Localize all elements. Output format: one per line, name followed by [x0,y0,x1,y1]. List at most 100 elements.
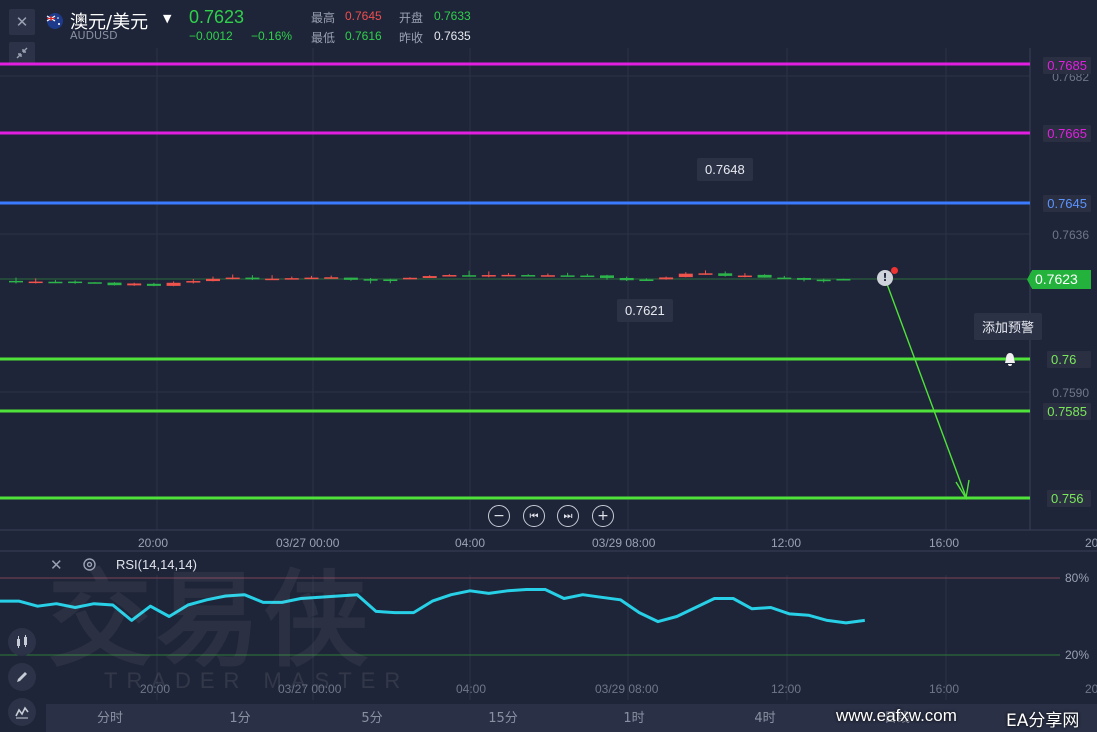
line-tag-0756[interactable]: 0.756 [1047,490,1091,507]
candle-body [166,282,181,286]
zoom-in-button[interactable]: + [592,505,614,527]
rsi-time-label: 03/29 08:00 [595,682,659,696]
candle-body [580,275,595,278]
candle-body [206,278,220,282]
candle-body [718,273,733,276]
rsi-upper-label: 80% [1064,571,1089,585]
high-label: 最高 [311,11,336,25]
pencil-icon [17,672,27,682]
candle-body [422,276,437,278]
candle-body [836,279,851,281]
candle-body [619,277,634,281]
minus-icon: − [493,508,505,524]
arrow-head [955,479,970,500]
candle-body [560,275,575,277]
skip-back-icon: ⏮ [529,510,539,522]
rsi-lower-label: 20% [1064,648,1089,662]
prev-close-label: 昨收 [399,31,424,45]
indicator-button[interactable] [8,698,36,726]
timeframe-tab[interactable]: 日线 [883,711,910,726]
candle-body [521,275,536,277]
candle-body [48,281,63,284]
candle-body [245,277,260,280]
skip-forward-icon: ⏭ [563,510,573,522]
zoom-out-button[interactable]: − [488,505,510,527]
candle-body [304,277,319,280]
add-alert-tooltip: 添加预警 [974,313,1043,340]
info-icon[interactable]: ! [877,270,893,286]
symbol-name[interactable]: 澳元/美元 [70,12,149,33]
timeframe-tab[interactable]: 分时 [96,711,123,726]
timeframe-bar [46,704,1097,732]
line-tag-07645[interactable]: 0.7645 [1043,195,1091,212]
collapse-button[interactable] [9,42,35,64]
price-change-pct: −0.16% [251,29,293,43]
rsi-line [0,588,865,625]
rsi-time-label: 03/27 00:00 [278,682,342,696]
scroll-start-button[interactable]: ⏮ [523,505,545,527]
price-axis-label: 0.7590 [1052,386,1089,400]
rsi-title: RSI(14,14,14) [116,557,197,572]
candle-body [343,277,358,280]
candle-body [462,275,477,277]
settings-icon[interactable] [82,557,97,576]
candle-body [28,281,43,284]
line-tag-0768[interactable]: 0.7685 [1043,57,1091,74]
current-price-tag: 0.7623 [1027,270,1091,289]
close-indicator-icon[interactable]: ✕ [50,556,63,574]
candle-type-button[interactable] [8,628,36,656]
timeframe-tab[interactable]: 4时 [754,711,776,726]
candle-body [698,273,713,275]
alert-dot [891,267,898,274]
time-axis-label: 12:00 [771,536,802,550]
timeframe-tab[interactable]: 15分 [488,711,518,726]
candle-body [107,282,122,286]
candle-body [403,277,417,280]
candle-body [600,275,614,278]
price-axis-label: 0.7636 [1052,228,1089,242]
candle-body [797,277,811,280]
line-tag-07665[interactable]: 0.7665 [1043,125,1091,142]
line-tag-076[interactable]: 0.76 [1047,351,1091,368]
candle-body [87,282,102,284]
timeframe-tab[interactable]: 1时 [623,711,645,726]
rsi-time-label: 04:00 [456,682,487,696]
candle-body [481,275,496,277]
close-icon: ✕ [15,13,29,31]
rsi-time-label: 20:00 [140,682,171,696]
candle-body [501,274,516,277]
price-change: −0.0012 [189,29,233,43]
trend-arrow [886,283,967,498]
candle-body [363,279,378,281]
timeframe-tab[interactable]: 5分 [361,711,383,726]
line-tag-07585[interactable]: 0.7585 [1043,403,1091,420]
close-button[interactable]: ✕ [9,9,35,35]
candle-body [284,278,299,280]
high-tooltip: 0.7648 [697,158,753,181]
chevron-down-icon[interactable]: ▼ [163,12,172,25]
scroll-end-button[interactable]: ⏭ [557,505,579,527]
bell-icon[interactable] [1001,351,1019,373]
site-name: EA分享网 [1006,711,1080,731]
header: ✕ 澳元/美元 ▼ AUDUSD 0.7623 −0.0012 −0.16% 最… [0,0,1097,64]
time-axis-label: 20 [1085,536,1097,550]
candle-body [757,274,772,278]
draw-button[interactable] [8,663,36,691]
rsi-time-label: 16:00 [929,682,960,696]
symbol-code: AUDUSD [70,29,118,42]
candle-body [265,278,280,281]
candle-body [816,279,831,282]
candle-body [777,277,792,280]
candle-body [225,277,240,280]
candlestick-icon [17,635,27,648]
candle-body [737,275,752,278]
line-chart-icon [15,706,29,719]
candle-body [186,281,201,283]
candle-body [324,277,339,279]
candle-body [146,283,161,286]
time-axis-label: 04:00 [455,536,486,550]
plus-icon: + [597,508,609,524]
timeframe-tab[interactable]: 1分 [229,711,251,726]
rsi-time-label: 12:00 [771,682,802,696]
